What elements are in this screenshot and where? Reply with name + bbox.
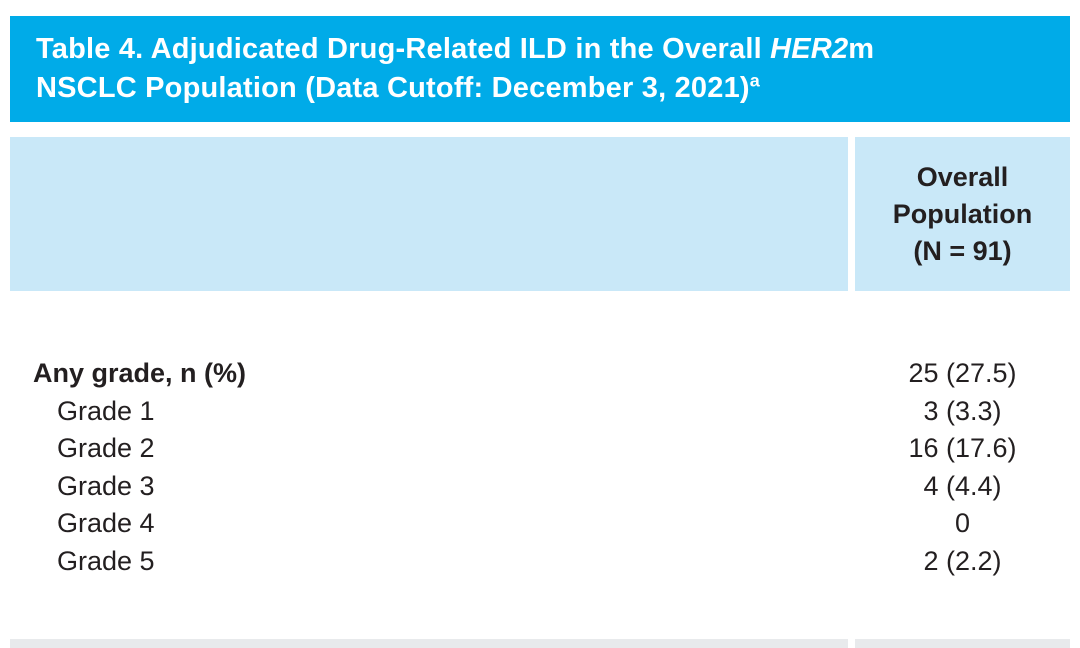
row-value: 25 (27.5) [908, 358, 1017, 389]
row-value: 2 (2.2) [923, 545, 1002, 576]
row-value: 16 (17.6) [908, 433, 1017, 464]
column-header-empty-cell [10, 137, 848, 291]
footnote-marker: a [749, 70, 760, 91]
column-header-line2: Population [892, 198, 1033, 229]
column-header-band: Overall Population (N = 91) [10, 137, 1070, 291]
column-header-overall-population: Overall Population (N = 91) [855, 137, 1070, 291]
column-header-line1: Overall [916, 161, 1009, 192]
table-row-grade-3: Grade 3 4 (4.4) [10, 468, 1070, 506]
table-title-band: Table 4. Adjudicated Drug-Related ILD in… [10, 16, 1070, 122]
row-label: Grade 3 [57, 470, 155, 501]
title-line2: NSCLC Population (Data Cutoff: December … [36, 72, 750, 104]
row-label: Grade 1 [57, 395, 155, 426]
row-value: 0 [954, 508, 971, 539]
next-section-band-partial [10, 639, 1070, 648]
row-value: 3 (3.3) [923, 395, 1002, 426]
title-line1-suffix: m [848, 33, 875, 65]
next-section-right-cell [855, 639, 1070, 648]
row-label: Grade 4 [57, 508, 155, 539]
row-label: Grade 5 [57, 545, 155, 576]
row-label: Any grade, n (%) [33, 358, 247, 389]
table-row-grade-5: Grade 5 2 (2.2) [10, 543, 1070, 581]
next-section-left-cell [10, 639, 848, 648]
table-title: Table 4. Adjudicated Drug-Related ILD in… [36, 30, 1050, 108]
column-divider [848, 639, 855, 648]
table-row-grade-1: Grade 1 3 (3.3) [10, 393, 1070, 431]
table-row-any-grade: Any grade, n (%) 25 (27.5) [10, 355, 1070, 393]
table-body: Any grade, n (%) 25 (27.5) Grade 1 3 (3.… [10, 355, 1070, 580]
gene-name-italic: HER2 [770, 33, 849, 65]
table-row-grade-4: Grade 4 0 [10, 505, 1070, 543]
title-line1-prefix: Table 4. Adjudicated Drug-Related ILD in… [36, 33, 771, 65]
table-row-grade-2: Grade 2 16 (17.6) [10, 430, 1070, 468]
row-label: Grade 2 [57, 433, 155, 464]
column-header-line3: (N = 91) [913, 235, 1012, 266]
row-value: 4 (4.4) [923, 470, 1002, 501]
column-divider [848, 137, 855, 291]
